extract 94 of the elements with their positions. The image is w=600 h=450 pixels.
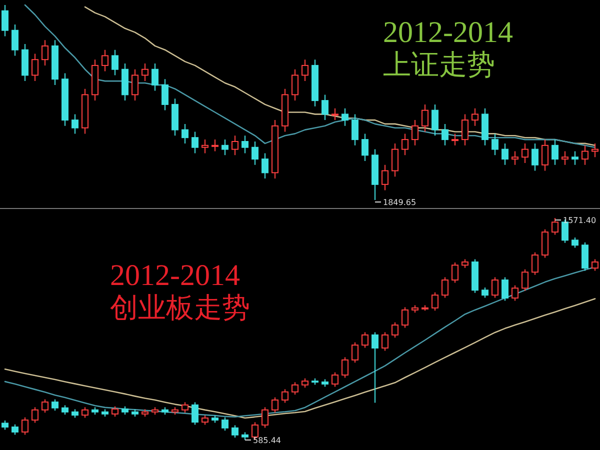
candlestick [222,139,228,156]
candlestick [42,398,48,414]
text: 创业板走势 [110,291,250,324]
candlestick [252,141,258,166]
annotation: 585.44 [253,436,281,445]
candlestick [332,372,338,388]
candlestick [352,114,358,146]
candlestick [382,164,388,191]
candlestick [442,276,448,298]
candlestick [282,388,288,404]
candlestick [182,123,188,144]
candlestick [62,404,68,416]
candlestick [112,406,118,418]
candlestick [142,63,148,82]
candlestick [582,144,588,166]
candlestick [512,150,518,166]
candlestick [452,262,458,284]
candlestick [502,142,508,166]
candlestick [232,424,238,438]
candlestick [332,108,338,121]
candlestick [2,420,8,430]
candlestick [522,268,528,292]
candlestick [392,322,398,338]
candlestick [192,402,198,426]
candlestick [2,4,8,37]
candlestick [192,131,198,154]
candlestick [582,242,588,272]
candlestick [202,139,208,154]
candlestick [322,94,328,121]
candlestick [522,142,528,164]
chart-title: 2012-2014 [383,16,513,49]
candlestick [82,406,88,418]
candlestick [442,123,448,146]
candlestick [302,378,308,388]
candlestick [402,133,408,156]
candlestick [302,59,308,82]
candlestick [402,306,408,328]
annotation: 1849.65 [383,198,416,207]
candlestick [492,276,498,298]
candlestick [552,218,558,236]
candlestick [572,150,578,166]
candlestick [42,40,48,66]
candlestick [362,133,368,162]
candlestick [72,114,78,134]
candlestick [152,63,158,92]
candlestick [502,276,508,302]
candlestick [472,108,478,126]
candlestick [222,416,228,432]
candlestick [32,406,38,424]
candlestick [512,284,518,302]
candlestick [352,342,358,364]
text: 2012-2014 [110,259,240,292]
candlestick [382,332,388,352]
candlestick [542,139,548,172]
candlestick [52,398,58,412]
candlestick [452,133,458,146]
candlestick [22,416,28,436]
candlestick [132,68,138,102]
candlestick [552,139,558,166]
annotation: 1571.40 [563,216,596,225]
candlestick [342,108,348,126]
candlestick [432,104,438,136]
candlestick [422,104,428,132]
candlestick [262,406,268,428]
candlestick [12,424,18,436]
candlestick [572,236,578,248]
candlestick [242,135,248,154]
candlestick [432,292,438,312]
candlestick [292,382,298,396]
candlestick [162,78,168,111]
candlestick [262,152,268,180]
candlestick [272,396,278,414]
candlestick [542,228,548,258]
candlestick [342,356,348,378]
candlestick [112,49,118,76]
candlestick [412,120,418,146]
candlestick [392,142,398,178]
candlestick [532,142,538,172]
candlestick [212,139,218,152]
text: 上证走势 [383,48,495,81]
candlestick [532,252,538,276]
candlestick [232,135,238,156]
candlestick [202,414,208,426]
candlestick [462,114,468,146]
candlestick [102,49,108,72]
candlestick [32,53,38,82]
candlestick [182,402,188,414]
candlestick [12,24,18,56]
candlestick [492,133,498,156]
candlestick [482,286,488,298]
candlestick [362,332,368,348]
candlestick [372,332,378,404]
candlestick [292,68,298,102]
candlestick [562,150,568,166]
